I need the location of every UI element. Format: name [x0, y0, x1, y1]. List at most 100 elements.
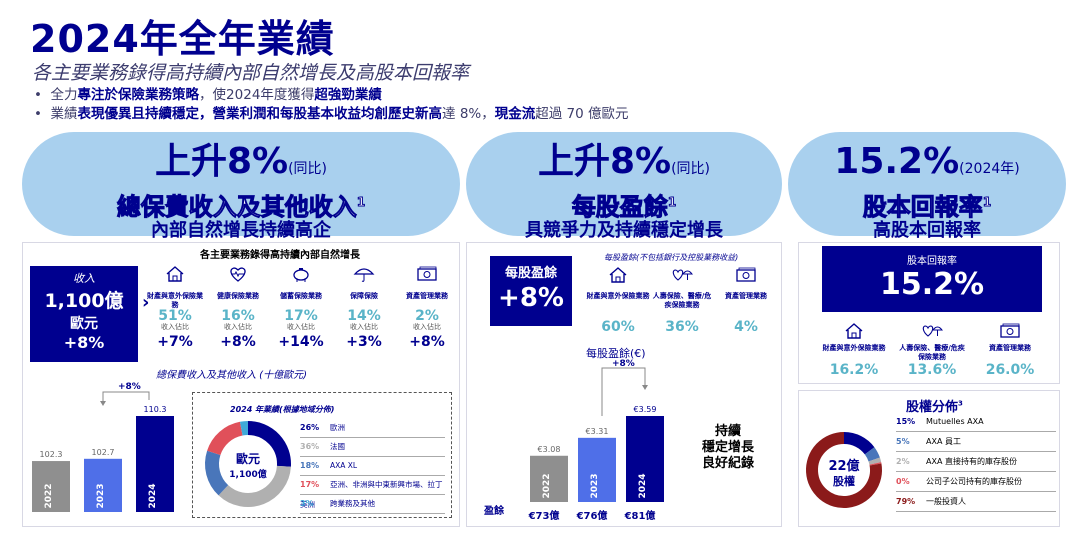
pill-mid-label: 股本回報率 — [862, 193, 983, 221]
shareholder-pct: 0% — [896, 477, 910, 486]
share-label: 收入佔比 — [224, 323, 252, 331]
segment-name: 保障保險 — [350, 292, 378, 300]
donut-slice — [864, 447, 880, 462]
shareholder-row: 79% 一般投資人 — [896, 492, 1056, 512]
bar-2024 — [136, 416, 174, 512]
bar-value-label: 110.3 — [144, 405, 167, 414]
segment-share: 51% — [158, 308, 192, 324]
geo-name: 法國 — [330, 442, 345, 451]
heartbeat-icon — [230, 267, 246, 282]
donut-slice — [868, 457, 882, 465]
geo-legend-row: 36% 法國 — [300, 437, 445, 457]
eps-bars-title: 每股盈餘(€) — [586, 347, 646, 360]
segment-name: 健康保險業務 — [217, 292, 259, 300]
segment-share: 4% — [734, 319, 758, 335]
shareholder-title-text: 股權分佈 — [906, 400, 959, 415]
footnote-mark: 1 — [667, 195, 677, 210]
segment-share: 13.6% — [907, 362, 957, 378]
pill-low-label: 具競爭力及持續穩定增長 — [525, 220, 723, 241]
eps-note: 持續 穩定增長 良好紀錄 — [700, 424, 756, 472]
eps-mix-title: 每股盈餘(不包括銀行及控股業務收益) — [604, 253, 739, 262]
pill-big-value: 上升8% — [154, 141, 289, 182]
pill-low-label: 高股本回報率 — [873, 220, 981, 241]
earnings-value: €73億 — [528, 511, 560, 522]
geo-pct: 17% — [300, 480, 320, 489]
footnote-mark: 1 — [982, 195, 992, 210]
bullet-item: • 全力專注於保險業務策略，使2024年度獲得超強勁業績 — [34, 87, 382, 103]
bar-2022 — [32, 461, 70, 512]
geo-legend-row: 26% 歐洲 — [300, 418, 445, 438]
earnings-label: 盈餘 — [484, 506, 504, 517]
shareholder-name: 公司子公司持有的庫存股份 — [926, 477, 1022, 486]
roe-highlight-pill: 15.2%(2024年) 股本回報率1 高股本回報率 — [788, 132, 1066, 241]
pill-big-value: 上升8% — [537, 141, 672, 182]
shareholder-pct: 15% — [896, 417, 916, 426]
eps-bar-chart: €3.08 2022 €3.31 2023 €3.59 2024 +8% — [530, 359, 664, 502]
segment-name: 資產管理業務 — [989, 344, 1031, 352]
revenue-box-value: 1,100億 — [44, 290, 124, 312]
shareholder-name: Mutuelles AXA — [926, 417, 984, 426]
geo-pct: 3% — [300, 499, 314, 508]
geo-legend-row: 17% 亞洲、非洲與中東新興市場、拉丁美洲 — [300, 475, 445, 509]
shareholder-name: 一般投資人 — [926, 497, 966, 506]
donut-center-label: 歐元 — [236, 451, 260, 466]
arrow-down-icon — [100, 401, 106, 406]
page-title: 2024年全年業績 — [30, 17, 335, 61]
segment-growth: +8% — [220, 334, 256, 350]
shareholder-row: 5% AXA 員工 — [896, 432, 1056, 452]
bullet-item: • 業績表現優異且持續穩定，營業利潤和每股基本收益均創歷史新高達 8%，現金流超… — [34, 106, 629, 122]
piggy-bank-icon — [293, 268, 309, 282]
share-label: 收入佔比 — [413, 323, 441, 331]
segment-name: 財產與意外保險業務 — [586, 292, 650, 300]
revenue-box-label: 收入 — [73, 272, 95, 285]
geo-title: 2024 年業績(根據地域分佈) — [230, 405, 335, 414]
donut-slice — [207, 421, 243, 456]
money-icon — [736, 267, 756, 282]
segment-growth: +14% — [278, 334, 324, 350]
donut-center-label: 22億 — [828, 458, 859, 474]
bar-value-label: 102.7 — [92, 448, 115, 457]
share-label: 收入佔比 — [287, 323, 315, 331]
revenue-bars-growth: +8% — [118, 382, 141, 392]
segment-name: 儲蓄保險業務 — [280, 292, 322, 300]
footnote-mark: 1 — [356, 195, 366, 210]
geo-pct: 36% — [300, 442, 320, 451]
shareholder-pct: 5% — [896, 437, 910, 446]
donut-slice — [239, 421, 249, 436]
donut-center-value: 1,100億 — [229, 468, 266, 480]
bar-category-label: 2024 — [148, 483, 158, 508]
geo-name: AXA XL — [330, 461, 358, 470]
shareholder-name: AXA 直接持有的庫存股份 — [926, 457, 1017, 466]
pill-note: (同比) — [288, 161, 328, 177]
donut-center-value: 股權 — [833, 474, 855, 488]
donut-slice — [218, 465, 291, 507]
growth-bracket — [601, 367, 646, 416]
segment-growth: +3% — [346, 334, 382, 350]
donut-slice — [843, 432, 875, 455]
shareholder-row: 2% AXA 直接持有的庫存股份 — [896, 452, 1056, 472]
pill-note: (2024年) — [959, 161, 1020, 177]
page-subtitle: 各主要業務錄得高持續內部自然增長及高股本回報率 — [32, 62, 470, 84]
geo-breakdown-box — [192, 392, 452, 518]
geo-name: 跨業務及其他 — [330, 499, 375, 508]
heartbeat-umbrella-icon — [922, 325, 943, 337]
segment-share: 26.0% — [985, 362, 1035, 378]
bar-category-label: 2022 — [44, 483, 54, 508]
eps-note-line: 良好紀錄 — [701, 456, 754, 471]
shareholder-pct: 79% — [896, 497, 916, 506]
geo-legend-row: 3% 跨業務及其他 — [300, 494, 445, 514]
shareholder-row: 15% Mutuelles AXA — [896, 412, 1056, 432]
segment-share: 16.2% — [829, 362, 879, 378]
roe-box-label: 股本回報率 — [907, 256, 957, 267]
shareholder-donut-chart: 22億 股權 — [806, 432, 882, 508]
share-label: 收入佔比 — [350, 323, 378, 331]
geo-legend-row: 18% AXA XL — [300, 456, 445, 476]
bar-category-label: 2022 — [542, 473, 552, 498]
bar-value-label: 102.3 — [40, 450, 63, 459]
revenue-total-box: 收入 1,100億 歐元 +8% — [30, 266, 138, 362]
heartbeat-umbrella-icon — [672, 269, 693, 281]
segment-name: 資產管理業務 — [406, 292, 448, 300]
pill-big-value: 15.2% — [834, 141, 960, 182]
shareholder-row: 0% 公司子公司持有的庫存股份 — [896, 472, 1056, 492]
segment-share: 36% — [665, 319, 699, 335]
